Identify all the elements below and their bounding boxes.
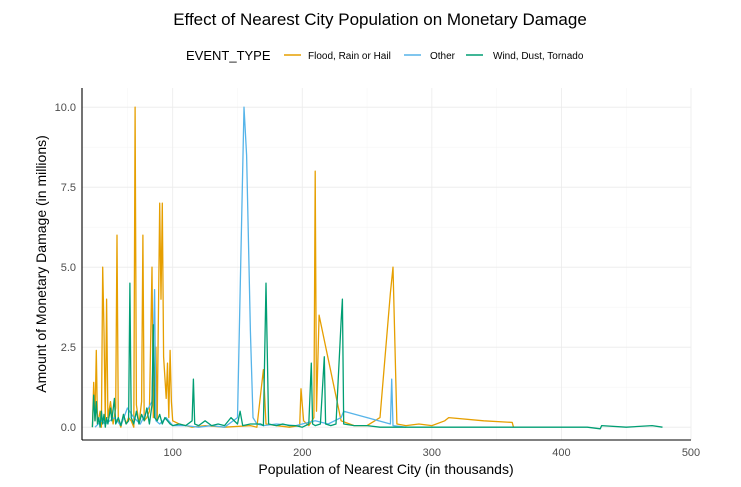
legend-item-flood: Flood, Rain or Hail: [284, 51, 391, 62]
series-line-wind: [91, 282, 663, 430]
chart-title: Effect of Nearest City Population on Mon…: [173, 10, 587, 29]
legend-item-other: Other: [404, 51, 456, 62]
plot-series: [91, 106, 663, 430]
plot-grid: [82, 88, 692, 440]
legend-label-wind: Wind, Dust, Tornado: [493, 51, 584, 62]
x-tick-label: 500: [682, 447, 700, 459]
series-line-other: [94, 106, 406, 428]
y-axis-title: Amount of Monetary Damage (in millions): [33, 135, 49, 393]
x-axis-title: Population of Nearest City (in thousands…: [258, 461, 513, 477]
legend-label-flood: Flood, Rain or Hail: [308, 51, 391, 62]
y-tick-label: 7.5: [61, 182, 76, 194]
plot-axes: [81, 88, 691, 441]
legend: EVENT_TYPE Flood, Rain or Hail Other Win…: [186, 48, 584, 63]
y-tick-label: 10.0: [55, 102, 76, 114]
legend-item-wind: Wind, Dust, Tornado: [466, 51, 584, 62]
x-tick-label: 400: [552, 447, 570, 459]
legend-title: EVENT_TYPE: [186, 48, 271, 63]
y-tick-label: 5.0: [61, 262, 76, 274]
y-tick-label: 2.5: [61, 342, 76, 354]
x-tick-label: 100: [164, 447, 182, 459]
tick-labels: 100 200 300 400 500 0.0 2.5 5.0 7.5 10.0: [55, 102, 701, 459]
y-tick-label: 0.0: [61, 422, 76, 434]
legend-label-other: Other: [430, 51, 456, 62]
x-tick-label: 300: [423, 447, 441, 459]
x-tick-label: 200: [293, 447, 311, 459]
